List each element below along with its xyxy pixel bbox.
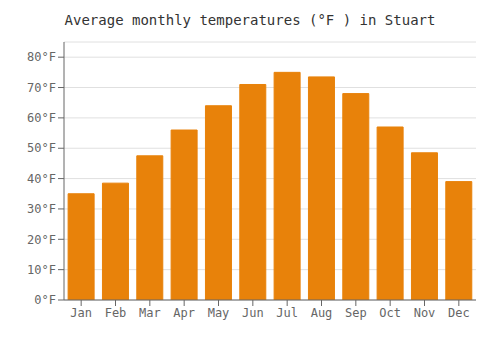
svg-text:70°F: 70°F bbox=[27, 81, 56, 95]
svg-text:30°F: 30°F bbox=[27, 202, 56, 216]
html-text:Average monthly temperatures (: Average monthly temperatures (°F ) in St… bbox=[64, 12, 436, 28]
svg-text:Mar: Mar bbox=[139, 306, 161, 320]
svg-text:Apr: Apr bbox=[173, 306, 195, 320]
svg-text:Nov: Nov bbox=[414, 306, 436, 320]
svg-text:40°F: 40°F bbox=[27, 172, 56, 186]
svg-text:Jun: Jun bbox=[242, 306, 264, 320]
svg-text:May: May bbox=[208, 306, 230, 320]
svg-text:Jul: Jul bbox=[276, 306, 298, 320]
svg-text:Oct: Oct bbox=[379, 306, 401, 320]
svg-text:50°F: 50°F bbox=[27, 141, 56, 155]
svg-text:Feb: Feb bbox=[105, 306, 127, 320]
svg-text:Jan: Jan bbox=[70, 306, 92, 320]
svg-text:20°F: 20°F bbox=[27, 233, 56, 247]
svg-text:Dec: Dec bbox=[448, 306, 470, 320]
svg-text:80°F: 80°F bbox=[27, 50, 56, 64]
svg-text:0°F: 0°F bbox=[34, 293, 56, 307]
svg-text:10°F: 10°F bbox=[27, 263, 56, 277]
svg-text:60°F: 60°F bbox=[27, 111, 56, 125]
svg-text:Sep: Sep bbox=[345, 306, 367, 320]
svg-text:Aug: Aug bbox=[311, 306, 333, 320]
